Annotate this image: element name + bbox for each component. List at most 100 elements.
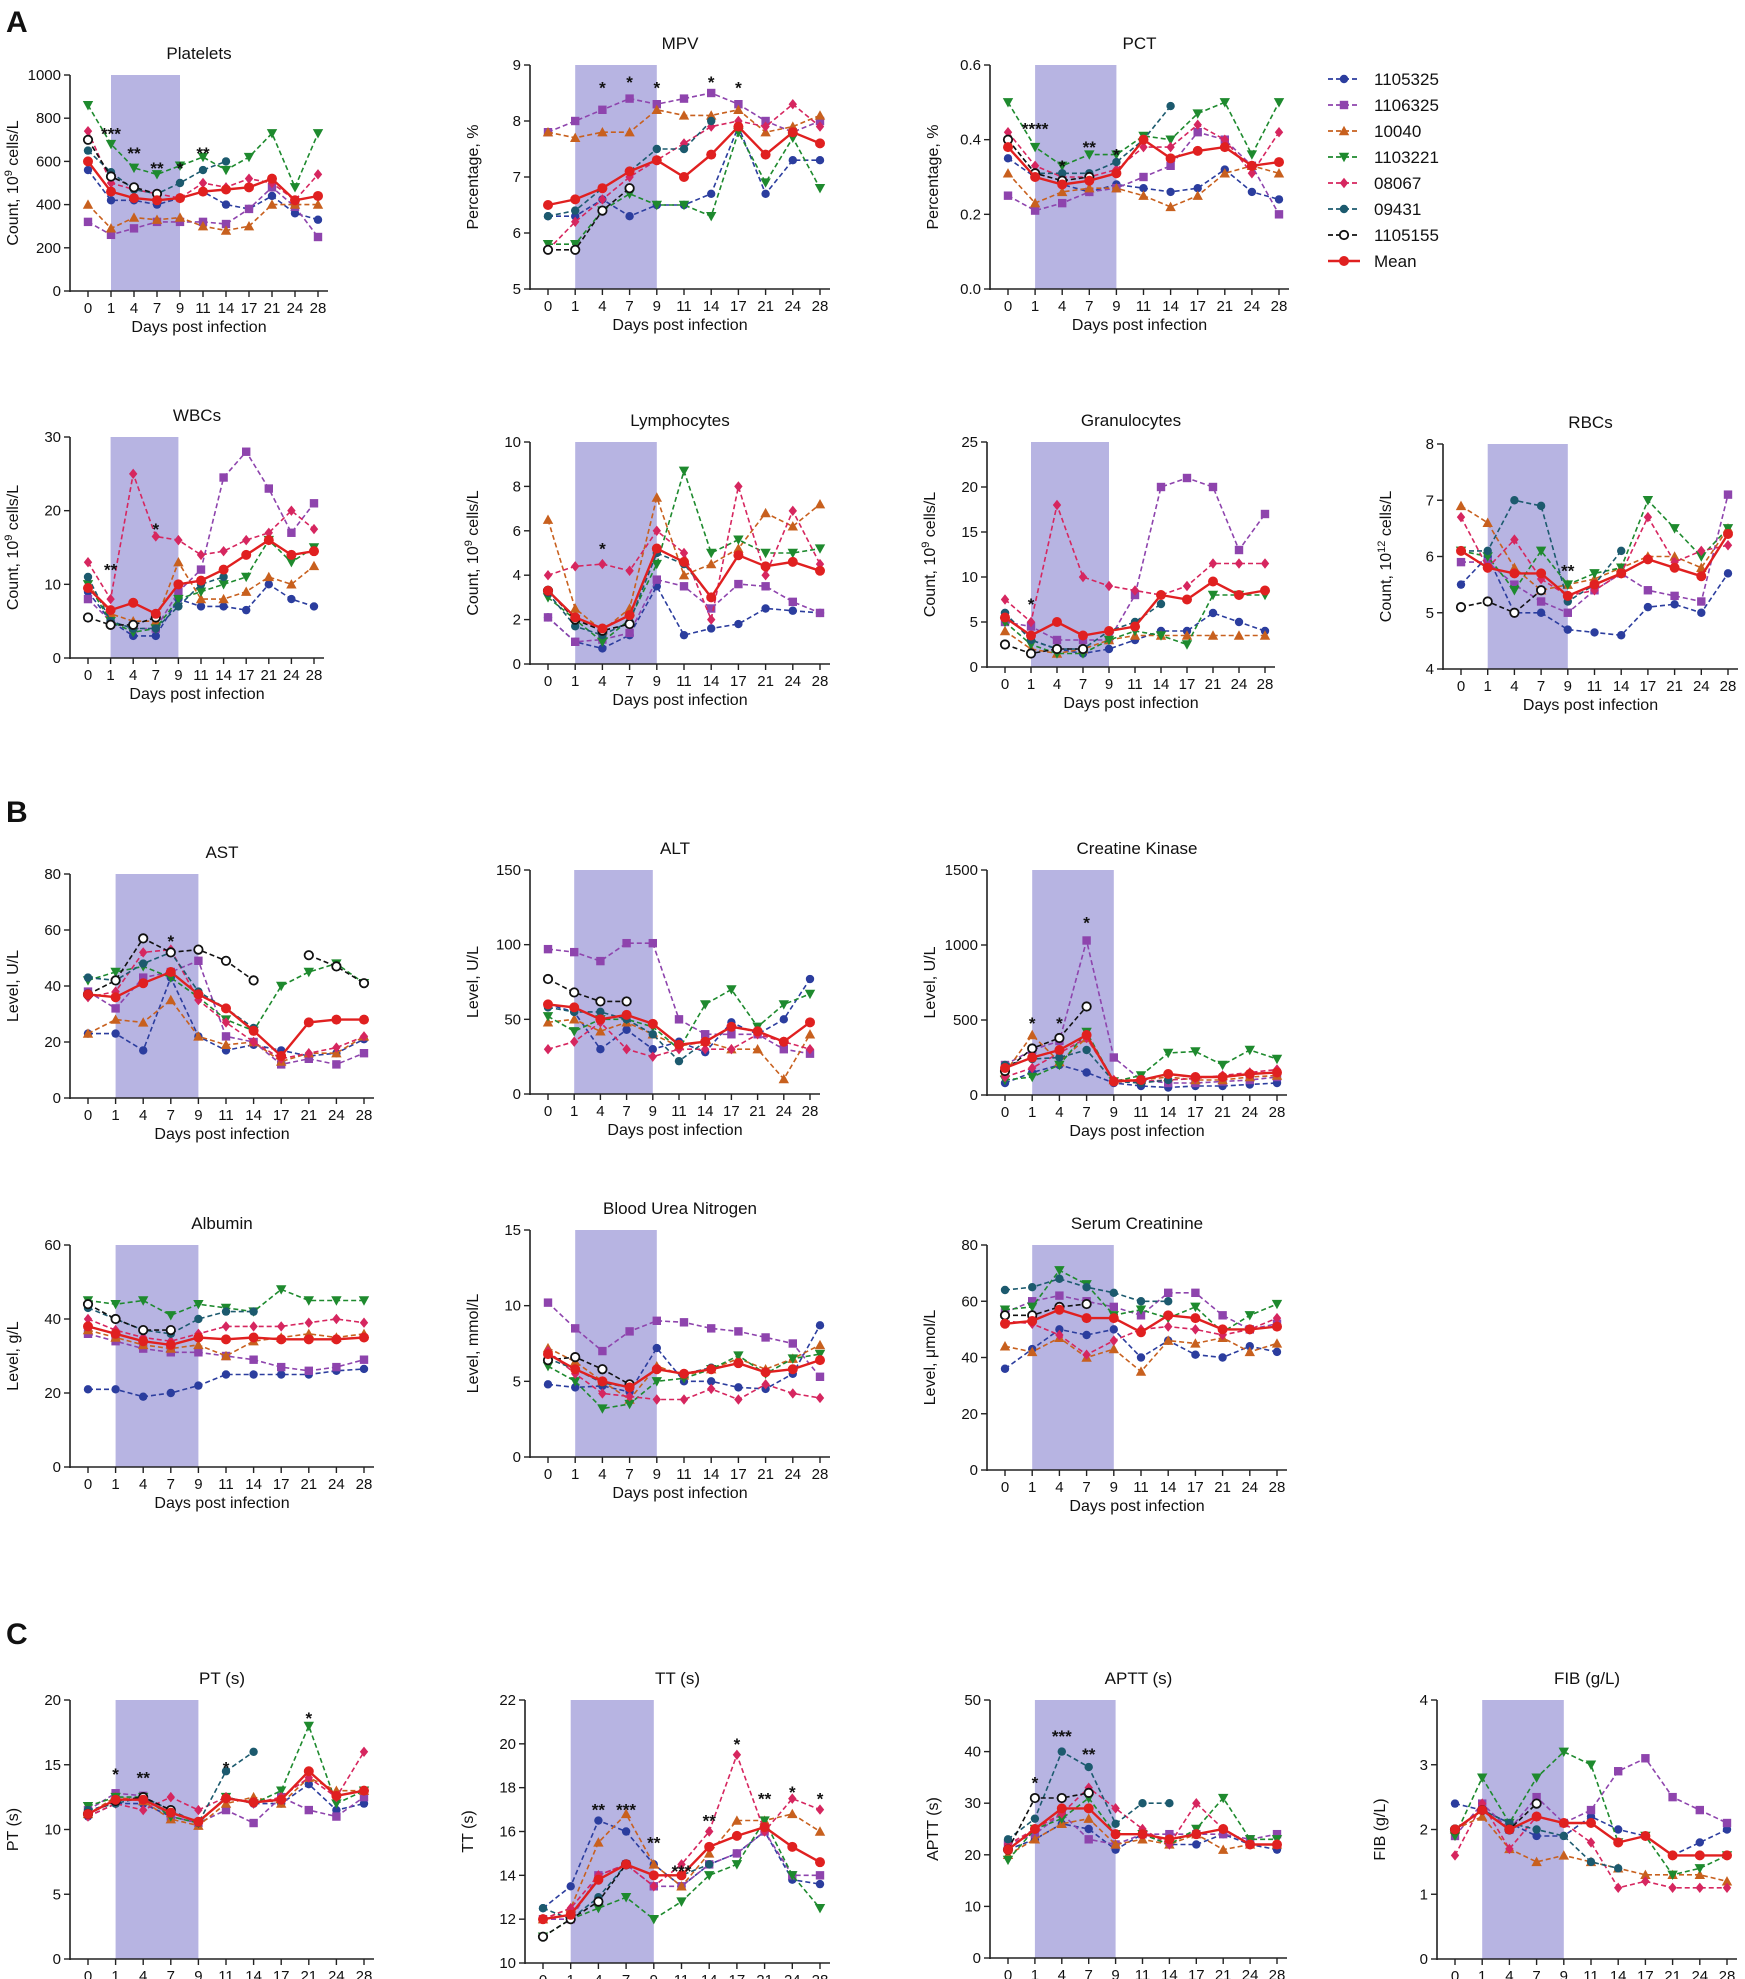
data-point [1108,1313,1119,1324]
series-line [1461,494,1729,614]
data-point [788,1388,797,1399]
x-tick-label: 21 [260,667,277,684]
data-point [1640,1830,1651,1841]
data-point [173,579,184,590]
data-point [359,1355,369,1364]
x-tick-label: 7 [1085,1967,1093,1979]
significance-label: *** [672,1862,692,1881]
x-tick-label: 4 [598,673,606,690]
data-point [359,1799,369,1808]
series-line [87,139,158,195]
data-point [139,1392,148,1401]
data-point [788,606,797,615]
data-point [678,466,690,477]
x-tick-label: 24 [784,1466,801,1483]
data-point [83,125,93,137]
data-point [106,177,116,189]
data-point [248,1797,259,1808]
data-point [276,1285,287,1295]
data-point [165,947,176,958]
y-tick-label: 8 [513,478,521,495]
y-tick-label: 40 [961,1350,978,1367]
data-point [110,1014,121,1024]
data-point [165,1311,176,1321]
data-point [679,144,689,154]
series-line [1454,1757,1728,1837]
data-point [309,499,319,508]
data-point [733,1358,744,1369]
significance-label: * [599,540,606,559]
data-point [1164,1834,1175,1845]
data-point [1477,1773,1488,1783]
data-point [242,447,251,456]
y-tick-label: 50 [964,1692,981,1709]
y-tick-label: 18 [499,1780,516,1797]
significance-label: ** [1083,138,1097,157]
x-tick-label: 9 [650,1972,658,1979]
data-point [221,1805,231,1815]
data-point [624,127,635,137]
data-point [1244,1324,1255,1335]
infection-window-shade [1034,1700,1116,1958]
data-point [1510,534,1519,545]
data-point [276,1051,287,1061]
data-point [1002,1855,1014,1866]
data-point [734,579,743,589]
data-point [166,1791,175,1803]
data-point [726,985,737,995]
data-point [1641,1876,1650,1887]
data-point [221,184,231,195]
x-tick-label: 7 [622,1972,630,1979]
x-tick-label: 11 [676,673,692,690]
data-point [1455,500,1467,511]
data-point [303,950,314,961]
y-tick-label: 2 [1420,1822,1428,1839]
data-point [1509,568,1520,579]
data-point [219,572,228,582]
significance-label: ** [758,1790,772,1809]
data-point [139,1804,148,1816]
x-tick-label: 0 [1001,1479,1009,1496]
data-point [194,1804,203,1816]
data-point [193,1816,204,1827]
data-point [359,1746,369,1757]
y-tick-label: 12 [499,1911,516,1928]
data-point [1234,558,1244,569]
series-08067 [83,1313,369,1347]
data-point [1030,206,1040,215]
data-point [1722,1850,1732,1861]
y-tick-label: 0 [513,1449,521,1466]
data-point [598,105,607,114]
data-point [1339,177,1349,189]
data-point [731,1815,743,1825]
data-point [1722,1818,1732,1828]
data-point [198,177,208,189]
y-tick-label: 1 [1420,1886,1428,1903]
data-point [569,987,580,998]
data-point [1078,571,1088,583]
data-point [1112,157,1121,167]
data-point [543,1298,553,1307]
data-point [138,978,149,989]
data-point [733,535,744,545]
data-point [1482,596,1493,607]
data-point [538,1904,548,1913]
data-point [1260,585,1270,596]
data-point [1028,1297,1037,1306]
data-point [241,549,252,560]
data-point [734,1327,743,1336]
data-point [1191,1829,1202,1840]
x-tick-label: 11 [1136,298,1152,315]
x-tick-label: 21 [757,298,774,315]
significance-label: *** [1052,1727,1072,1746]
data-point [1027,1072,1038,1083]
data-point [621,1859,632,1870]
data-point [1643,602,1653,612]
series-line [547,92,821,134]
data-point [1084,183,1095,193]
y-tick-label: 8 [1426,436,1434,453]
data-point [679,1394,689,1405]
data-point [1259,630,1271,640]
